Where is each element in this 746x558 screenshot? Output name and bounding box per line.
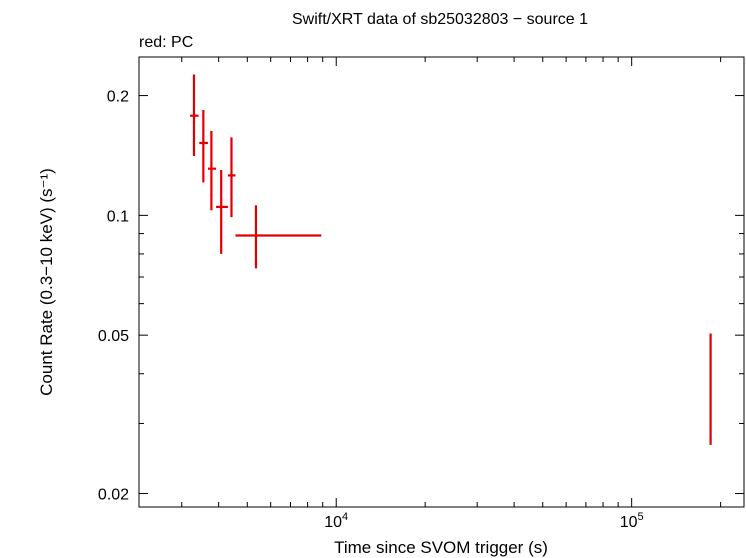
y-tick-label: 0.02 [98,487,129,504]
data-point [199,109,208,183]
data-point [190,74,199,156]
x-tick-label: 105 [620,511,644,531]
plot-frame [138,56,745,508]
y-tick-label: 0.2 [107,89,129,106]
y-tick-label: 0.05 [98,328,129,345]
data-point [216,170,228,254]
chart-title: Swift/XRT data of sb25032803 − source 1 [292,11,588,28]
axis-ticks [139,57,744,507]
x-axis-label: Time since SVOM trigger (s) [334,538,548,557]
x-tick-label-base: 10 [620,514,638,531]
y-axis-label: Count Rate (0.3−10 keV) (s⁻¹) [37,168,56,396]
chart-subtitle: red: PC [139,34,193,51]
x-tick-label-exponent: 4 [342,511,348,523]
data-point [235,205,322,269]
data-point [207,130,217,211]
x-tick-label: 104 [324,511,348,531]
data-point [227,137,236,218]
data-points [190,74,712,445]
y-tick-label: 0.1 [107,208,129,225]
x-tick-label-base: 10 [324,514,342,531]
x-tick-label-exponent: 5 [638,511,644,523]
